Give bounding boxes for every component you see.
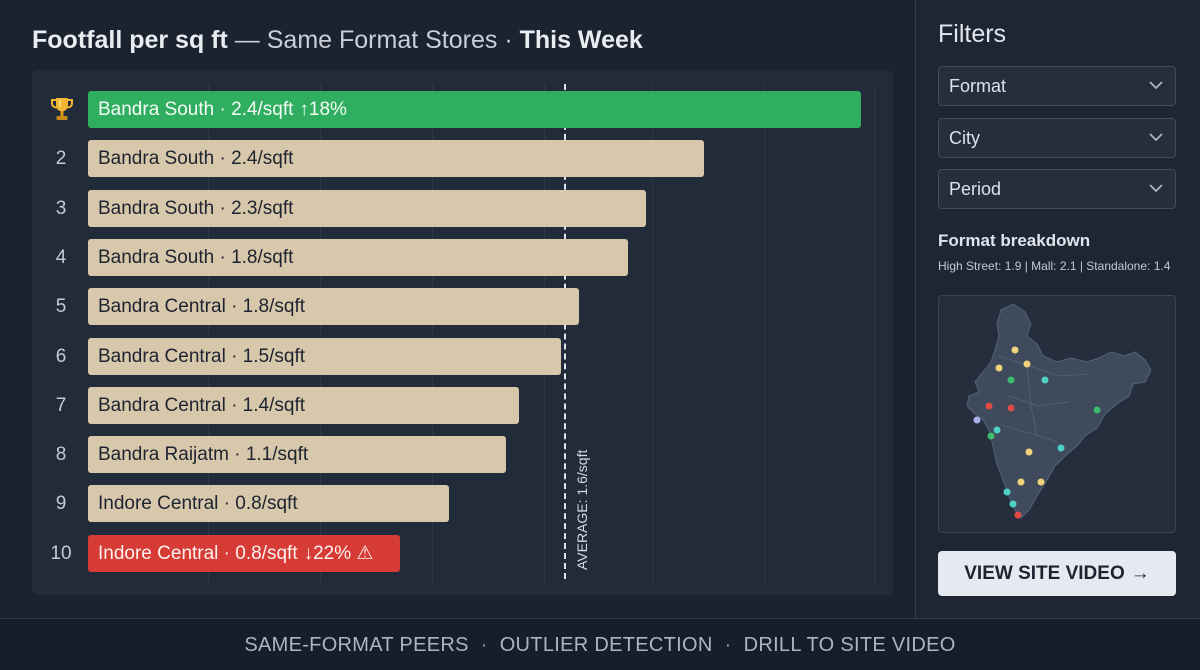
india-map-icon xyxy=(966,303,1152,519)
period-dropdown-label: Period xyxy=(949,179,1002,199)
store-pin xyxy=(1023,360,1031,368)
bar[interactable]: Bandra Central · 1.5/sqft xyxy=(88,338,561,375)
gridline xyxy=(320,84,321,584)
store-pin xyxy=(987,432,995,440)
store-pin xyxy=(1009,500,1017,508)
rank-number: 3 xyxy=(55,198,67,219)
bar-top-performer[interactable]: Bandra South · 2.4/sqft ↑18% xyxy=(88,91,861,128)
footer-item: SAME-FORMAT PEERS xyxy=(244,634,469,656)
store-pin xyxy=(993,426,1001,434)
store-pin xyxy=(973,416,981,424)
format-breakdown-title: Format breakdown xyxy=(938,231,1091,250)
bar[interactable]: Bandra South · 2.4/sqft xyxy=(88,140,704,177)
filters-title: Filters xyxy=(938,20,1007,48)
store-pin xyxy=(1017,478,1025,486)
footer-separator: · xyxy=(480,634,488,656)
chevron-down-icon xyxy=(1149,133,1163,142)
average-line xyxy=(564,84,566,579)
footer-item: DRILL TO SITE VIDEO xyxy=(743,634,956,656)
store-pin xyxy=(1041,376,1049,384)
bar[interactable]: Bandra South · 2.3/sqft xyxy=(88,190,646,227)
bar[interactable]: Bandra Central · 1.4/sqft xyxy=(88,387,519,424)
gridline xyxy=(544,84,545,584)
store-pin xyxy=(985,402,993,410)
rank-number: 9 xyxy=(55,493,67,514)
store-pin xyxy=(1011,346,1019,354)
bar[interactable]: Bandra Central · 1.8/sqft xyxy=(88,288,579,325)
title-period: This Week xyxy=(519,26,643,54)
period-dropdown[interactable]: Period xyxy=(938,169,1176,209)
footer-separator: · xyxy=(724,634,732,656)
title-metric: Footfall per sq ft xyxy=(32,26,228,54)
view-site-video-button[interactable]: VIEW SITE VIDEO → xyxy=(938,551,1176,596)
trophy-icon xyxy=(51,98,73,120)
format-dropdown[interactable]: Format xyxy=(938,66,1176,106)
city-dropdown-label: City xyxy=(949,128,980,148)
bar-label: Bandra Central · 1.5/sqft xyxy=(98,346,305,367)
gridline xyxy=(874,84,875,584)
arrow-right-icon: → xyxy=(1130,563,1150,584)
bar-label: Bandra Central · 1.4/sqft xyxy=(98,395,305,416)
footer-bar: SAME-FORMAT PEERS · OUTLIER DETECTION · DRIL… xyxy=(0,618,1200,670)
rank-number: 2 xyxy=(55,148,67,169)
bar-label: Bandra South · 2.4/sqft xyxy=(98,99,294,120)
title-separator: — xyxy=(227,26,267,54)
page-title: Footfall per sq ft — Same Format Stores … xyxy=(32,24,643,56)
footer-item: OUTLIER DETECTION xyxy=(499,634,713,656)
format-breakdown-values: High Street: 1.9 | Mall: 2.1 | Standalon… xyxy=(938,259,1171,273)
chevron-down-icon xyxy=(1149,184,1163,193)
filters-sidebar: Filters Format City Period Format breakd… xyxy=(915,0,1200,618)
rank-number: 10 xyxy=(50,543,72,564)
bar[interactable]: Indore Central · 0.8/sqft xyxy=(88,485,449,522)
rank-number: 5 xyxy=(55,296,67,317)
bar-label: Bandra South · 1.8/sqft xyxy=(98,247,294,268)
bar-label: Bandra Central · 1.8/sqft xyxy=(98,296,305,317)
bar-outlier[interactable]: Indore Central · 0.8/sqft ↓22% ⚠ xyxy=(88,535,400,572)
store-pin xyxy=(1007,404,1015,412)
rank-number: 6 xyxy=(55,346,67,367)
title-dot: · xyxy=(497,26,520,54)
bar[interactable]: Bandra Raijatm · 1.1/sqft xyxy=(88,436,506,473)
main-panel: Footfall per sq ft — Same Format Stores … xyxy=(32,24,893,595)
store-pin xyxy=(1025,448,1033,456)
chevron-down-icon xyxy=(1149,81,1163,90)
title-scope: Same Format Stores xyxy=(266,26,498,54)
store-pin xyxy=(1057,444,1065,452)
bar-label: Bandra South · 2.3/sqft xyxy=(98,198,294,219)
format-dropdown-label: Format xyxy=(949,76,1007,96)
bar-label: Bandra South · 2.4/sqft xyxy=(98,148,294,169)
store-pin xyxy=(1014,511,1022,519)
city-dropdown[interactable]: City xyxy=(938,118,1176,158)
bar-label: Indore Central · 0.8/sqft xyxy=(98,543,298,564)
gridline xyxy=(432,84,433,584)
delta-down-badge: ↓22% ⚠ xyxy=(303,543,374,564)
bar[interactable]: Bandra South · 1.8/sqft xyxy=(88,239,628,276)
gridline xyxy=(208,84,209,584)
gridline xyxy=(764,84,765,584)
store-pin xyxy=(1007,376,1015,384)
store-pin xyxy=(1003,488,1011,496)
view-site-video-label: VIEW SITE VIDEO xyxy=(964,563,1125,584)
store-pin xyxy=(1037,478,1045,486)
ranking-chart: AVERAGE: 1.6/sqft Bandra South · 2.4/sqf… xyxy=(32,70,893,595)
bar-label: Indore Central · 0.8/sqft xyxy=(98,493,298,514)
rank-number: 7 xyxy=(55,395,67,416)
rank-number: 4 xyxy=(55,247,67,268)
average-label: AVERAGE: 1.6/sqft xyxy=(574,449,590,570)
store-map[interactable] xyxy=(938,295,1176,533)
rank-number: 8 xyxy=(55,444,67,465)
store-pin xyxy=(1093,406,1101,414)
gridline xyxy=(652,84,653,584)
store-pin xyxy=(995,364,1003,372)
delta-up-badge: ↑18% xyxy=(299,99,347,120)
bar-label: Bandra Raijatm · 1.1/sqft xyxy=(98,444,309,465)
